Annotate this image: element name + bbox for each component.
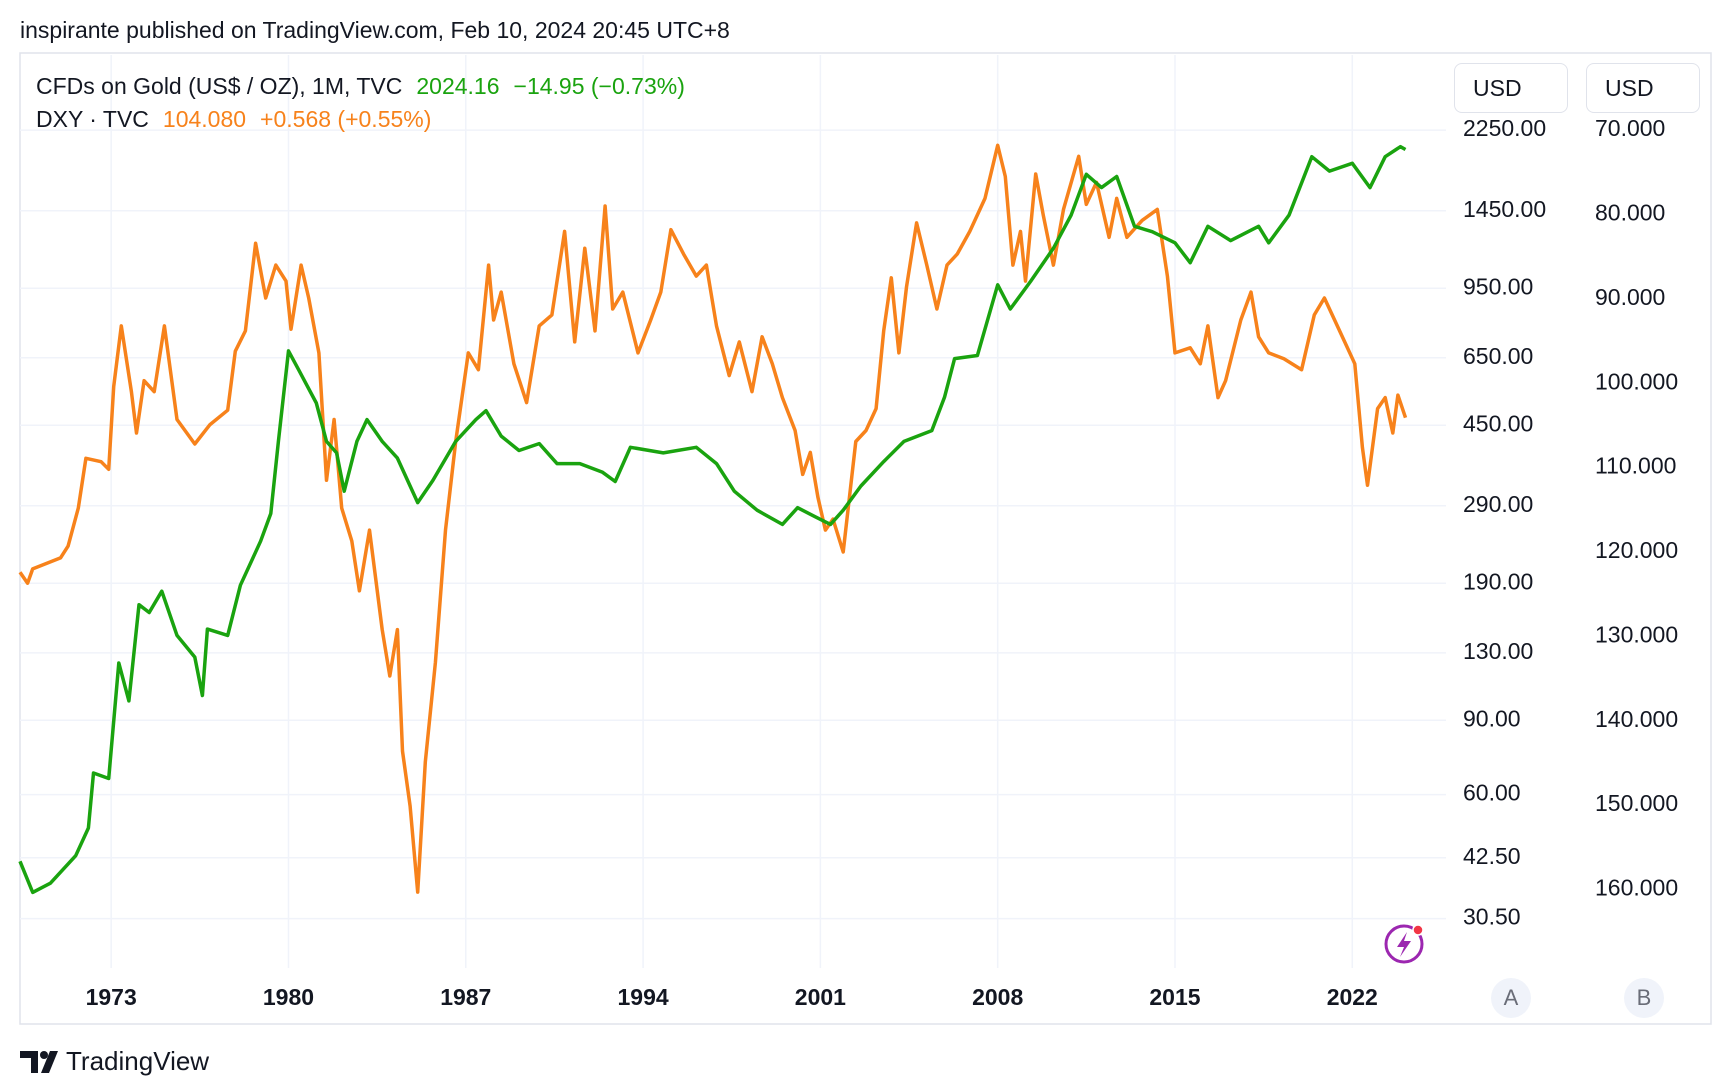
y-tick-label: 190.00 (1463, 568, 1533, 594)
chart-frame (19, 52, 1712, 1025)
currency-button[interactable]: USD (1586, 63, 1700, 113)
x-tick-label: 2022 (1327, 984, 1378, 1010)
header: inspirante published on TradingView.com,… (20, 17, 730, 43)
x-tick-label: 1973 (86, 984, 137, 1010)
y2-tick-label: 160.000 (1595, 875, 1678, 901)
y-tick-label: 90.00 (1463, 705, 1521, 731)
plot (18, 143, 1408, 895)
y2-tick-label: 110.000 (1595, 453, 1676, 479)
y-tick-label: 130.00 (1463, 638, 1533, 664)
y-tick-label: 650.00 (1463, 343, 1533, 369)
currency-button[interactable]: USD (1454, 63, 1568, 113)
y2-tick-label: 140.000 (1595, 706, 1678, 732)
series-line (18, 144, 1407, 895)
axis-labels: 2250.00 1450.00 950.00 650.00 450.00 290.00 19… (86, 115, 1679, 1010)
logo-icon (20, 1051, 58, 1073)
y-tick-label: 290.00 (1463, 491, 1533, 517)
y-tick-label: 60.00 (1463, 780, 1521, 806)
alert-icon (1384, 924, 1424, 964)
x-tick-label: 1980 (263, 984, 314, 1010)
x-tick-label: 1994 (617, 984, 668, 1010)
y-tick-label: 950.00 (1463, 273, 1533, 299)
y2-tick-label: 100.000 (1595, 368, 1678, 394)
x-tick-label: 1987 (440, 984, 491, 1010)
legend-row: CFDs on Gold (US$ / OZ), 1M, TVC 2024.16−… (36, 73, 699, 100)
y-tick-label: 450.00 (1463, 410, 1533, 436)
x-tick-label: 2015 (1149, 984, 1200, 1010)
x-tick-label: 2008 (972, 984, 1023, 1010)
y2-tick-label: 120.000 (1595, 537, 1678, 563)
y-tick-label: 2250.00 (1463, 115, 1546, 141)
y2-tick-label: 150.000 (1595, 790, 1678, 816)
axis-button[interactable]: B (1624, 978, 1664, 1018)
y-tick-label: 1450.00 (1463, 196, 1546, 222)
y2-tick-label: 80.000 (1595, 200, 1665, 226)
legend-name: DXY · TVC (36, 106, 149, 132)
series-line (18, 143, 1408, 894)
legend-last: 2024.16 (416, 73, 500, 99)
axis-button[interactable]: A (1491, 978, 1531, 1018)
grid (20, 55, 1446, 968)
y-tick-label: 42.50 (1463, 843, 1521, 869)
y2-tick-label: 130.000 (1595, 621, 1678, 647)
legend-name: CFDs on Gold (US$ / OZ), 1M, TVC (36, 73, 403, 99)
legend-change: −14.95 (−0.73%) (513, 73, 685, 99)
footer-brand: TradingView (66, 1046, 210, 1076)
legend-row: DXY · TVC 104.080 +0.568 (+0.55%) (36, 106, 445, 133)
legend-change: +0.568 (+0.55%) (260, 106, 432, 132)
x-tick-label: 2001 (795, 984, 846, 1010)
y2-tick-label: 70.000 (1595, 115, 1665, 141)
y-tick-label: 30.50 (1463, 904, 1521, 930)
legend-last: 104.080 (162, 106, 247, 132)
y2-tick-label: 90.000 (1595, 284, 1665, 310)
